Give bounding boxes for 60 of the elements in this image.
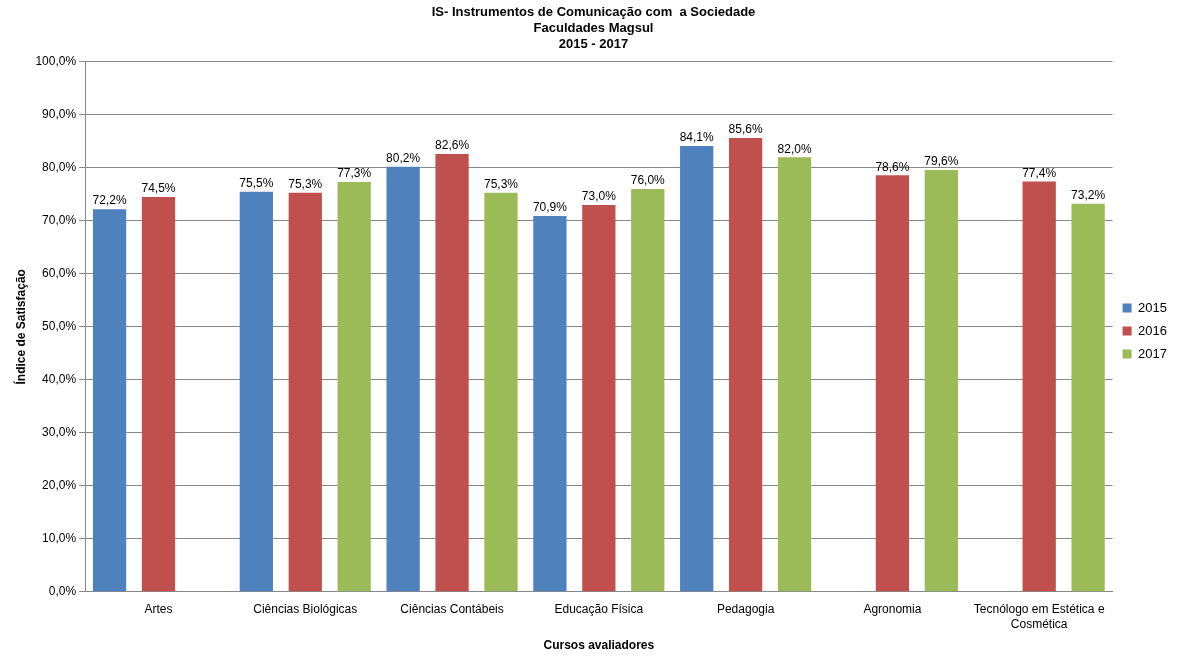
bar (631, 189, 665, 592)
bar (386, 166, 420, 592)
bar (680, 146, 714, 592)
legend-label: 2016 (1138, 322, 1167, 338)
y-tick-label: 40,0% (42, 372, 77, 387)
chart-title: IS- Instrumentos de Comunicação com a Sociedade Faculdades Magsul 2015 - 2017 (431, 4, 756, 51)
y-tick-label: 10,0% (42, 531, 77, 546)
data-label: 77,3% (337, 166, 372, 181)
y-tick-label: 80,0% (42, 160, 77, 175)
y-axis-title: Índice de Satisfação (12, 269, 28, 385)
bar (141, 196, 176, 592)
y-tick-label: 0,0% (48, 584, 77, 599)
x-tick-label: Artes (144, 602, 173, 617)
data-label: 72,2% (92, 193, 127, 208)
data-label: 77,4% (1022, 165, 1057, 180)
data-label: 79,6% (924, 154, 959, 169)
data-label: 70,9% (532, 200, 568, 215)
bar (288, 192, 322, 592)
x-tick-label: Pedagogia (716, 602, 775, 617)
y-tick-label: 60,0% (42, 266, 77, 281)
x-axis-title: Cursos avaliadores (543, 638, 655, 653)
data-label: 75,3% (483, 177, 519, 192)
bar (777, 157, 812, 592)
x-tick-label: Ciências Biológicas (253, 602, 358, 617)
data-label: 84,1% (679, 130, 715, 145)
data-label: 78,6% (875, 159, 910, 174)
x-tick-label: Agronomia (863, 602, 922, 617)
x-tick-label: Tecnólogo em Estética e Cosmética (973, 602, 1105, 631)
data-label: 75,5% (239, 175, 274, 190)
bar (533, 216, 567, 592)
bar (1071, 203, 1105, 592)
bar (875, 175, 910, 592)
y-tick-label: 100,0% (35, 54, 77, 69)
y-tick-label: 90,0% (42, 107, 77, 122)
data-label: 73,2% (1071, 188, 1106, 203)
x-tick-label: Ciências Contábeis (400, 602, 504, 617)
data-label: 75,3% (288, 177, 323, 192)
bar (92, 209, 127, 592)
bar (1022, 181, 1056, 592)
bar (435, 154, 469, 592)
bar (728, 138, 763, 592)
bar (484, 192, 518, 592)
bar (924, 169, 958, 592)
data-label: 82,0% (777, 141, 812, 156)
legend-label: 2015 (1138, 299, 1167, 315)
data-label: 73,0% (581, 189, 617, 204)
legend-label: 2017 (1138, 345, 1167, 361)
x-tick-label: Educação Física (554, 602, 644, 617)
data-label: 76,0% (630, 173, 666, 188)
y-tick-label: 70,0% (42, 213, 77, 228)
y-tick-label: 20,0% (42, 478, 77, 493)
bar (239, 191, 273, 592)
y-tick-label: 50,0% (42, 319, 77, 334)
data-label: 85,6% (728, 122, 763, 137)
bar (337, 182, 371, 592)
data-label: 74,5% (141, 181, 176, 196)
y-tick-label: 30,0% (42, 425, 77, 440)
data-label: 80,2% (386, 151, 421, 166)
data-label: 82,6% (435, 138, 470, 153)
bar (582, 204, 616, 592)
